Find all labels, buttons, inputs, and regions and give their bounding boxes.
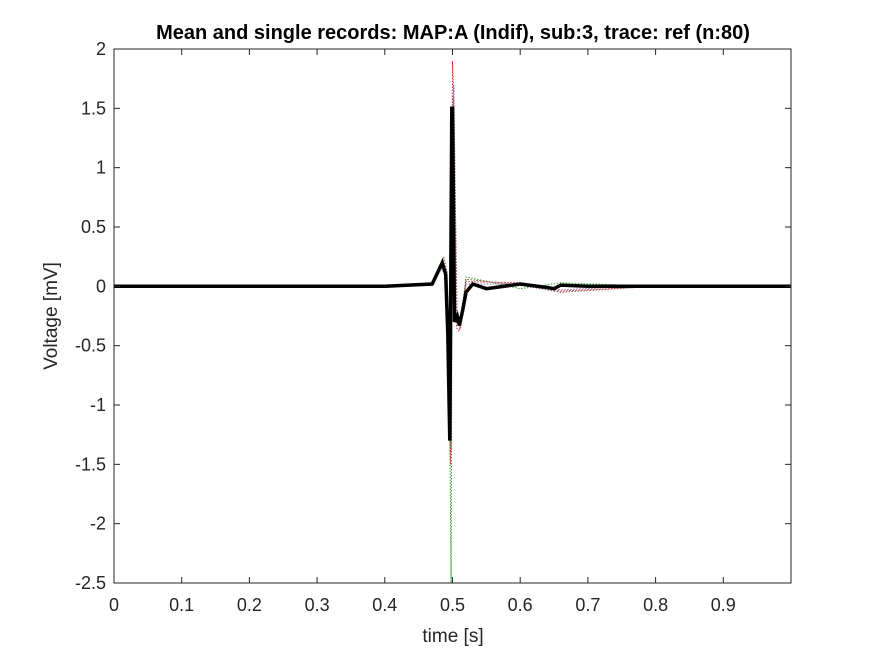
x-tick-label: 0.4 [372,595,397,615]
y-tick-label: 1.5 [81,98,106,118]
mean-trace-line [114,106,791,441]
x-tick-label: 0.7 [575,595,600,615]
single-record-line [113,60,791,465]
y-tick-label: 2 [96,39,106,59]
x-tick-label: 0.2 [237,595,262,615]
x-tick-label: 0.3 [305,595,330,615]
y-tick-label: -2 [90,514,106,534]
x-tick-label: 0.6 [508,595,533,615]
y-tick-label: -1 [90,395,106,415]
y-tick-label: 0.5 [81,217,106,237]
y-tick-label: -1.5 [75,454,106,474]
y-tick-label: 1 [96,158,106,178]
y-tick-label: -0.5 [75,336,106,356]
x-tick-label: 0.8 [643,595,668,615]
x-axis-ticks: 0 0.1 0.2 0.3 0.4 0.5 0.6 0.7 0.8 0.9 [109,49,736,615]
x-tick-label: 0.5 [440,595,465,615]
series-layer [113,60,792,584]
x-tick-label: 0.1 [169,595,194,615]
y-tick-label: -2.5 [75,573,106,593]
x-tick-label: 0.9 [711,595,736,615]
chart-title: Mean and single records: MAP:A (Indif), … [156,22,750,44]
x-axis-label: time [s] [422,626,483,647]
y-axis-ticks: 2 1.5 1 0.5 0 -0.5 -1 -1.5 -2 -2.5 [75,39,791,593]
y-axis-label: Voltage [mV] [41,262,62,370]
x-tick-label: 0 [109,595,119,615]
y-tick-label: 0 [96,276,106,296]
